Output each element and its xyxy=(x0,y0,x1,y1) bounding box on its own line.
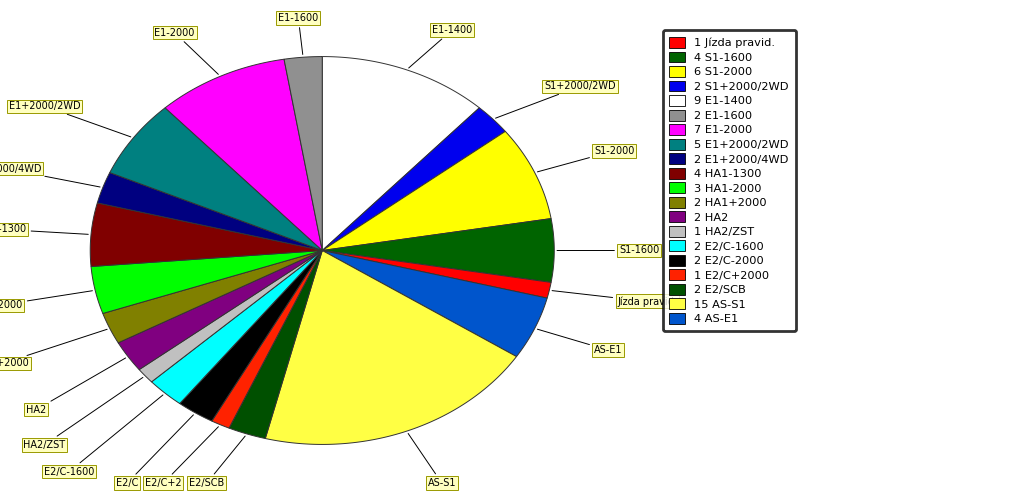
Polygon shape xyxy=(91,250,322,314)
Polygon shape xyxy=(322,108,505,251)
Polygon shape xyxy=(97,173,322,250)
Text: HA1+2000: HA1+2000 xyxy=(0,329,107,368)
Polygon shape xyxy=(322,57,480,250)
Polygon shape xyxy=(90,203,322,267)
Text: Jízda pravid.: Jízda pravid. xyxy=(552,291,677,307)
Text: S1+2000/2WD: S1+2000/2WD xyxy=(495,81,616,118)
Polygon shape xyxy=(151,250,322,403)
Text: E2/C-1600: E2/C-1600 xyxy=(44,395,163,476)
Text: HA2/ZST: HA2/ZST xyxy=(24,377,143,450)
Text: HA2: HA2 xyxy=(27,358,126,415)
Polygon shape xyxy=(119,250,322,370)
Polygon shape xyxy=(109,108,322,251)
Text: E1-1400: E1-1400 xyxy=(408,25,473,68)
Text: HA1-1300: HA1-1300 xyxy=(0,224,88,234)
Polygon shape xyxy=(322,250,551,298)
Polygon shape xyxy=(102,250,322,343)
Text: AS-S1: AS-S1 xyxy=(408,433,456,488)
Polygon shape xyxy=(212,250,322,428)
Text: E2/C: E2/C xyxy=(116,415,193,488)
Text: E1+2000/2WD: E1+2000/2WD xyxy=(9,101,131,137)
Polygon shape xyxy=(322,131,551,250)
Text: E1-2000: E1-2000 xyxy=(154,28,218,74)
Text: AS-E1: AS-E1 xyxy=(537,329,623,355)
Text: E1-1600: E1-1600 xyxy=(278,13,318,55)
Polygon shape xyxy=(265,250,517,444)
Polygon shape xyxy=(322,250,547,357)
Text: HA1-2000: HA1-2000 xyxy=(0,291,92,311)
Text: S1-2000: S1-2000 xyxy=(537,146,634,172)
Polygon shape xyxy=(284,57,322,250)
Text: E2/SCB: E2/SCB xyxy=(189,436,246,488)
Polygon shape xyxy=(139,250,322,382)
Text: S1-1600: S1-1600 xyxy=(558,245,660,256)
Text: E2/C+2: E2/C+2 xyxy=(145,427,218,488)
Text: E1+2000/4WD: E1+2000/4WD xyxy=(0,164,100,187)
Polygon shape xyxy=(229,250,322,438)
Polygon shape xyxy=(322,218,554,283)
Legend: 1 Jízda pravid., 4 S1-1600, 6 S1-2000, 2 S1+2000/2WD, 9 E1-1400, 2 E1-1600, 7 E1: 1 Jízda pravid., 4 S1-1600, 6 S1-2000, 2… xyxy=(663,30,796,331)
Polygon shape xyxy=(180,250,322,421)
Polygon shape xyxy=(165,59,322,250)
